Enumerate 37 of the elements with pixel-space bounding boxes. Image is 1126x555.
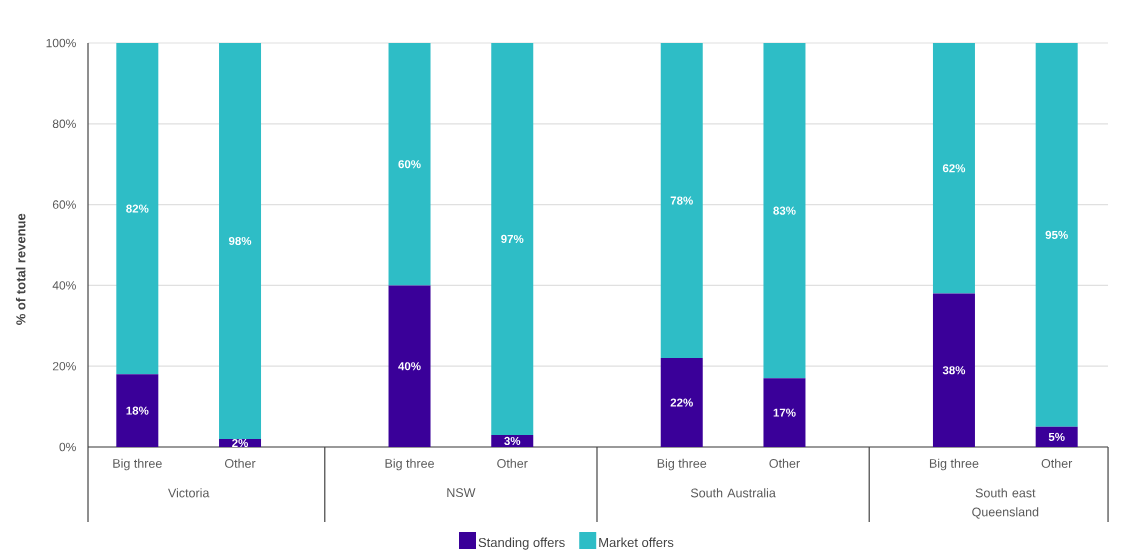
y-axis-title: % of total revenue bbox=[15, 213, 26, 325]
text: South Australia bbox=[690, 488, 776, 498]
text: Victoria bbox=[168, 488, 210, 498]
x-tick-label: Big three bbox=[385, 458, 434, 471]
x-tick-label: Big three bbox=[657, 458, 707, 471]
x-tick-label: Other bbox=[1041, 458, 1073, 468]
data-label: 18% bbox=[126, 406, 149, 415]
data-label: 2% bbox=[232, 438, 249, 448]
data-label: 17% bbox=[773, 408, 796, 417]
x-tick-label: Other bbox=[497, 458, 528, 468]
y-tick-label: 0% bbox=[59, 442, 76, 452]
x-tick-label: Other bbox=[225, 458, 256, 468]
data-label: 60% bbox=[398, 160, 421, 169]
data-label: 40% bbox=[398, 362, 421, 371]
y-tick-label: 100% bbox=[46, 38, 76, 48]
data-label: 22% bbox=[670, 398, 693, 407]
x-tick-label: Big three bbox=[929, 458, 979, 471]
data-label: 5% bbox=[1048, 432, 1065, 441]
data-label: 82% bbox=[126, 204, 149, 213]
text: South east Queensland bbox=[972, 488, 1039, 519]
data-label: 3% bbox=[504, 436, 521, 446]
x-tick-label: Other bbox=[769, 458, 800, 468]
data-label: 95% bbox=[1045, 230, 1068, 239]
y-tick-label: 80% bbox=[52, 119, 76, 129]
y-tick-label: 60% bbox=[52, 200, 76, 209]
y-tick-label: 40% bbox=[52, 281, 76, 290]
data-label: 97% bbox=[501, 234, 524, 244]
x-tick-label: Big three bbox=[113, 458, 162, 471]
legend-label: Standing offers bbox=[478, 537, 565, 550]
data-label: 98% bbox=[228, 236, 252, 246]
legend-label: Market offers bbox=[599, 537, 674, 548]
text: NSW bbox=[447, 488, 476, 498]
data-label: 38% bbox=[942, 366, 966, 375]
y-tick-label: 20% bbox=[52, 361, 76, 371]
data-label: 78% bbox=[670, 196, 693, 205]
data-label: 83% bbox=[773, 206, 796, 215]
data-label: 62% bbox=[942, 164, 966, 173]
